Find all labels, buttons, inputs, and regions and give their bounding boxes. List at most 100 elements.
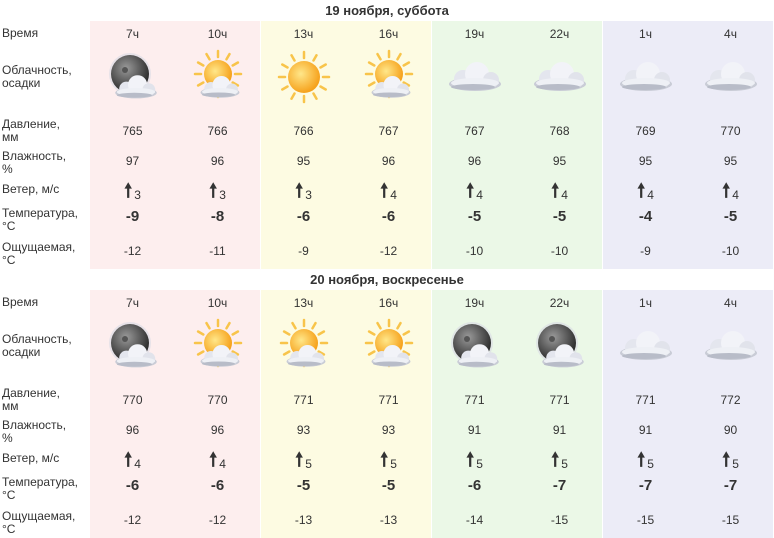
label-humidity: Влажность,% xyxy=(2,418,67,445)
wind-cell: 🠕 3 xyxy=(90,182,175,202)
hour-column: 16ч 767 96 🠕 4 -6 -12 xyxy=(346,21,431,269)
humidity-value: 96 xyxy=(381,154,396,168)
wind-value: 5 xyxy=(647,457,654,471)
humidity-value: 91 xyxy=(467,423,482,437)
feels-like-value: -15 xyxy=(636,513,655,527)
feels-like-value: -15 xyxy=(550,513,569,527)
label-pressure: Давление, мм xyxy=(2,117,60,144)
wind-value: 4 xyxy=(732,188,739,202)
wind-arrow-icon: 🠕 xyxy=(380,181,389,202)
clouds-icon xyxy=(698,44,764,110)
wind-arrow-icon: 🠕 xyxy=(209,450,218,471)
wind-cell: 🠕 5 xyxy=(517,450,602,471)
temperature-value: -7 xyxy=(552,477,567,494)
humidity-value: 95 xyxy=(296,154,311,168)
pressure-value: 771 xyxy=(464,393,485,407)
hour-column: 4ч 772 90 🠕 5 -7 -15 xyxy=(688,290,773,538)
wind-value: 5 xyxy=(732,457,739,471)
wind-arrow-icon: 🠕 xyxy=(551,450,560,471)
pressure-value: 770 xyxy=(720,124,741,138)
hour-column: 16ч 771 93 🠕 5 -5 -13 xyxy=(346,290,431,538)
wind-value: 5 xyxy=(561,457,568,471)
temperature-value: -5 xyxy=(723,208,738,225)
day-title: 19 ноября, суббота xyxy=(325,3,449,18)
wind-cell: 🠕 3 xyxy=(175,182,260,202)
clouds-icon xyxy=(613,313,679,379)
wind-arrow-icon: 🠕 xyxy=(380,450,389,471)
humidity-value: 95 xyxy=(638,154,653,168)
hour-column: 19ч 771 91 🠕 5 -6 -14 xyxy=(432,290,517,538)
temperature-value: -4 xyxy=(638,208,653,225)
label-wind: Ветер, м/с xyxy=(2,451,60,465)
temperature-value: -5 xyxy=(467,208,482,225)
pressure-value: 771 xyxy=(293,393,314,407)
pressure-value: 767 xyxy=(464,124,485,138)
feels-like-value: -10 xyxy=(550,244,569,258)
day-title: 20 ноября, воскресенье xyxy=(310,272,464,287)
wind-cell: 🠕 4 xyxy=(90,450,175,471)
hour-time: 19ч xyxy=(464,27,485,41)
humidity-value: 96 xyxy=(210,423,225,437)
hour-time: 13ч xyxy=(293,296,314,310)
clouds-icon xyxy=(698,313,764,379)
wind-arrow-icon: 🠕 xyxy=(466,181,475,202)
wind-value: 4 xyxy=(561,188,568,202)
label-feels-like: Ощущаемая, °C xyxy=(2,240,76,267)
wind-cell: 🠕 5 xyxy=(346,450,431,471)
temperature-value: -7 xyxy=(723,477,738,494)
label-time: Время xyxy=(2,26,39,40)
wind-value: 3 xyxy=(305,188,312,202)
wind-arrow-icon: 🠕 xyxy=(722,181,731,202)
label-humidity: Влажность,% xyxy=(2,149,67,176)
feels-like-value: -13 xyxy=(294,513,313,527)
humidity-value: 95 xyxy=(723,154,738,168)
feels-like-value: -15 xyxy=(721,513,740,527)
humidity-value: 91 xyxy=(552,423,567,437)
pressure-value: 767 xyxy=(378,124,399,138)
night-cloudy-icon xyxy=(100,313,166,379)
hour-time: 19ч xyxy=(464,296,485,310)
hour-time: 1ч xyxy=(639,27,652,41)
label-feels-like: Ощущаемая, °C xyxy=(2,509,76,536)
pressure-value: 768 xyxy=(549,124,570,138)
clouds-icon xyxy=(613,44,679,110)
day-table: 20 ноября, воскресенье 7ч 770 96 🠕 4 -6 -… xyxy=(0,269,774,538)
sun-cloud-icon xyxy=(271,313,337,379)
pressure-value: 772 xyxy=(720,393,741,407)
temperature-value: -6 xyxy=(125,477,140,494)
hour-column: 7ч 770 96 🠕 4 -6 -12 xyxy=(90,290,175,538)
wind-cell: 🠕 5 xyxy=(261,451,346,471)
hour-time: 22ч xyxy=(549,27,570,41)
humidity-value: 96 xyxy=(210,154,225,168)
hour-time: 7ч xyxy=(126,296,139,310)
pressure-value: 770 xyxy=(207,393,228,407)
feels-like-value: -10 xyxy=(465,244,484,258)
hour-time: 10ч xyxy=(207,296,228,310)
wind-value: 3 xyxy=(134,188,141,202)
hour-column: 4ч 770 95 🠕 4 -5 -10 xyxy=(688,21,773,269)
wind-arrow-icon: 🠕 xyxy=(551,181,560,202)
temperature-value: -8 xyxy=(210,208,225,225)
wind-arrow-icon: 🠕 xyxy=(124,450,133,471)
hour-time: 16ч xyxy=(378,296,399,310)
wind-arrow-icon: 🠕 xyxy=(637,450,646,471)
feels-like-value: -12 xyxy=(123,244,142,258)
humidity-value: 93 xyxy=(381,423,396,437)
wind-value: 4 xyxy=(647,188,654,202)
hour-time: 13ч xyxy=(293,27,314,41)
hour-column: 7ч 765 97 🠕 3 -9 -12 xyxy=(90,21,175,269)
wind-cell: 🠕 3 xyxy=(261,182,346,202)
humidity-value: 90 xyxy=(723,423,738,437)
temperature-value: -7 xyxy=(638,477,653,494)
wind-cell: 🠕 4 xyxy=(346,181,431,202)
wind-cell: 🠕 5 xyxy=(688,451,773,471)
sun-icon xyxy=(271,44,337,110)
wind-value: 4 xyxy=(134,457,141,471)
pressure-value: 769 xyxy=(635,124,656,138)
hour-column: 19ч 767 96 🠕 4 -5 -10 xyxy=(432,21,517,269)
hour-time: 22ч xyxy=(549,296,570,310)
feels-like-value: -14 xyxy=(465,513,484,527)
feels-like-value: -9 xyxy=(640,244,651,258)
pressure-value: 765 xyxy=(122,124,143,138)
pressure-value: 771 xyxy=(549,393,570,407)
